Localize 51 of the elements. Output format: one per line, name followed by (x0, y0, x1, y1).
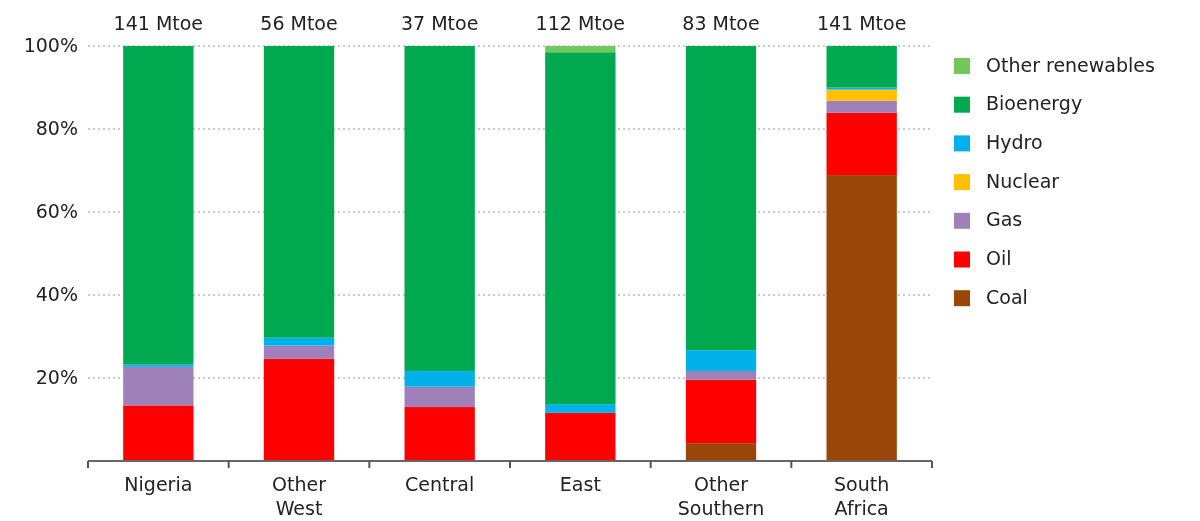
bar (685, 443, 757, 461)
y-tick-label: 80% (35, 116, 78, 139)
bar (404, 386, 475, 408)
bar (263, 337, 335, 346)
y-tick-label: 20% (35, 365, 78, 388)
bar (545, 412, 616, 461)
bar (685, 46, 757, 351)
bar (404, 46, 475, 371)
bar (404, 370, 475, 387)
x-tick-label: Other West (272, 473, 327, 519)
bar (263, 358, 335, 461)
x-tick-label: Other Southern (677, 473, 765, 519)
bar (826, 175, 897, 461)
bar (545, 52, 616, 405)
annotation: 37 Mtoe (400, 12, 479, 34)
y-tick-label: 40% (35, 282, 78, 305)
legend-label: Hydro (986, 130, 1043, 153)
legend-label: Coal (986, 285, 1028, 308)
y-tick-label: 60% (35, 199, 78, 222)
bar (545, 46, 616, 53)
bar (263, 345, 335, 359)
x-tick-label: East (559, 473, 601, 495)
legend-label: Nuclear (986, 169, 1060, 192)
annotation: 141 Mtoe (816, 12, 907, 34)
legend-label: Oil (986, 247, 1012, 269)
bar (685, 350, 757, 371)
bar (123, 46, 194, 365)
annotation: 112 Mtoe (535, 12, 626, 34)
legend-label: Bioenergy (986, 92, 1083, 115)
bar (826, 87, 897, 90)
bar (826, 46, 897, 88)
annotation: 83 Mtoe (682, 12, 760, 34)
y-tick-label: 100% (23, 33, 78, 56)
bar (685, 370, 757, 380)
bar (404, 407, 475, 461)
bar (685, 379, 757, 444)
bar (123, 366, 194, 406)
bar (826, 100, 897, 113)
bar (263, 46, 335, 338)
bar (123, 405, 194, 461)
bar (545, 404, 616, 413)
x-tick-label: Nigeria (124, 473, 193, 495)
annotation: 141 Mtoe (113, 12, 204, 34)
legend-label: Gas (986, 208, 1023, 231)
bar (826, 89, 897, 101)
bar (123, 364, 194, 367)
x-tick-label: South Africa (834, 473, 890, 519)
legend-label: Other renewables (986, 53, 1155, 76)
annotation: 56 Mtoe (260, 12, 338, 34)
x-tick-label: Central (405, 473, 475, 495)
bar (826, 112, 897, 176)
